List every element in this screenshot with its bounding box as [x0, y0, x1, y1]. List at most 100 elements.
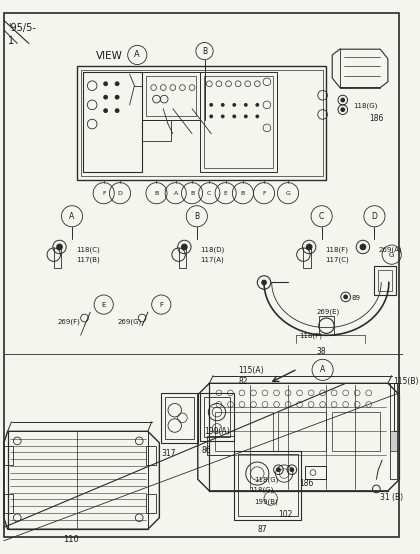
Circle shape	[209, 103, 213, 107]
Circle shape	[232, 103, 236, 107]
Text: 199(B): 199(B)	[255, 499, 278, 505]
Text: E: E	[102, 301, 106, 307]
Circle shape	[56, 244, 63, 250]
Bar	[146, 76, 196, 116]
Text: 269(A): 269(A)	[378, 246, 402, 253]
Bar	[390, 432, 397, 450]
Text: F: F	[159, 301, 163, 307]
Text: 269(E): 269(E)	[317, 309, 340, 315]
Bar	[390, 383, 397, 479]
Bar	[332, 412, 380, 450]
Bar	[319, 316, 334, 335]
Text: 31 (B): 31 (B)	[380, 493, 403, 502]
Text: 186: 186	[370, 115, 384, 124]
Bar	[146, 446, 155, 465]
Circle shape	[221, 115, 225, 119]
Text: 269(F): 269(F)	[58, 318, 81, 325]
Text: 89: 89	[352, 295, 360, 301]
Text: A: A	[320, 365, 325, 375]
Text: 82: 82	[238, 377, 248, 386]
Bar	[305, 466, 326, 479]
Text: F: F	[102, 191, 105, 196]
Circle shape	[255, 115, 259, 119]
Text: B: B	[155, 191, 159, 196]
Circle shape	[340, 98, 345, 102]
Bar	[83, 72, 142, 172]
Bar	[234, 450, 302, 520]
Text: 110: 110	[63, 535, 79, 544]
Bar	[238, 454, 298, 516]
Text: 118(F): 118(F)	[299, 332, 323, 339]
Text: 199(A): 199(A)	[205, 427, 230, 435]
Circle shape	[221, 103, 225, 107]
Text: 317: 317	[161, 449, 176, 458]
Text: 115(B): 115(B)	[394, 377, 419, 386]
Circle shape	[181, 244, 188, 250]
Text: C: C	[319, 212, 324, 220]
Text: 118(C): 118(C)	[76, 246, 100, 253]
Circle shape	[244, 115, 248, 119]
Bar	[378, 270, 392, 291]
Text: 118(G): 118(G)	[353, 103, 378, 110]
Text: G: G	[389, 252, 394, 258]
Circle shape	[255, 103, 259, 107]
Text: 117(C): 117(C)	[326, 257, 349, 263]
Circle shape	[360, 244, 366, 250]
Circle shape	[343, 295, 348, 299]
Circle shape	[115, 95, 120, 100]
Bar	[165, 397, 194, 439]
Text: 186: 186	[299, 479, 314, 488]
Circle shape	[115, 81, 120, 86]
Text: 118(G): 118(G)	[255, 476, 279, 483]
Circle shape	[103, 95, 108, 100]
Text: A: A	[134, 50, 140, 59]
Text: B: B	[202, 47, 207, 55]
Text: C: C	[207, 191, 212, 196]
Bar	[207, 436, 234, 455]
Text: 87: 87	[257, 525, 267, 535]
Text: 117(B): 117(B)	[76, 257, 100, 263]
Text: A: A	[69, 212, 75, 220]
Bar	[4, 446, 13, 465]
Text: D: D	[372, 212, 378, 220]
Text: 118(F): 118(F)	[326, 246, 349, 253]
Circle shape	[276, 468, 281, 472]
Text: F: F	[262, 191, 266, 196]
Text: 118(G): 118(G)	[249, 487, 274, 494]
Circle shape	[209, 115, 213, 119]
Text: A: A	[173, 191, 178, 196]
Bar	[200, 72, 276, 172]
Bar	[81, 70, 323, 176]
Text: B: B	[194, 212, 200, 220]
Text: 117(A): 117(A)	[201, 257, 224, 263]
Bar	[146, 494, 155, 513]
Bar	[142, 72, 200, 120]
Text: 1: 1	[8, 36, 14, 46]
Text: 118(D): 118(D)	[201, 246, 225, 253]
Bar	[394, 383, 399, 432]
Circle shape	[115, 108, 120, 113]
Bar	[142, 120, 171, 141]
Text: 38: 38	[317, 347, 326, 356]
Text: 269(G): 269(G)	[117, 318, 142, 325]
Bar	[375, 266, 396, 295]
Text: B: B	[241, 191, 245, 196]
Text: B: B	[190, 191, 194, 196]
Text: D: D	[118, 191, 123, 196]
Circle shape	[261, 280, 267, 285]
Text: E: E	[224, 191, 228, 196]
Circle shape	[103, 81, 108, 86]
Text: G: G	[286, 191, 291, 196]
Bar	[204, 76, 273, 168]
Circle shape	[289, 468, 294, 472]
Bar	[161, 393, 198, 443]
Bar	[200, 393, 234, 441]
Circle shape	[340, 107, 345, 112]
Circle shape	[244, 103, 248, 107]
Bar	[278, 412, 326, 450]
Circle shape	[306, 244, 312, 250]
Bar	[215, 412, 273, 450]
Circle shape	[232, 115, 236, 119]
Text: 86: 86	[202, 446, 211, 455]
Bar	[4, 494, 13, 513]
